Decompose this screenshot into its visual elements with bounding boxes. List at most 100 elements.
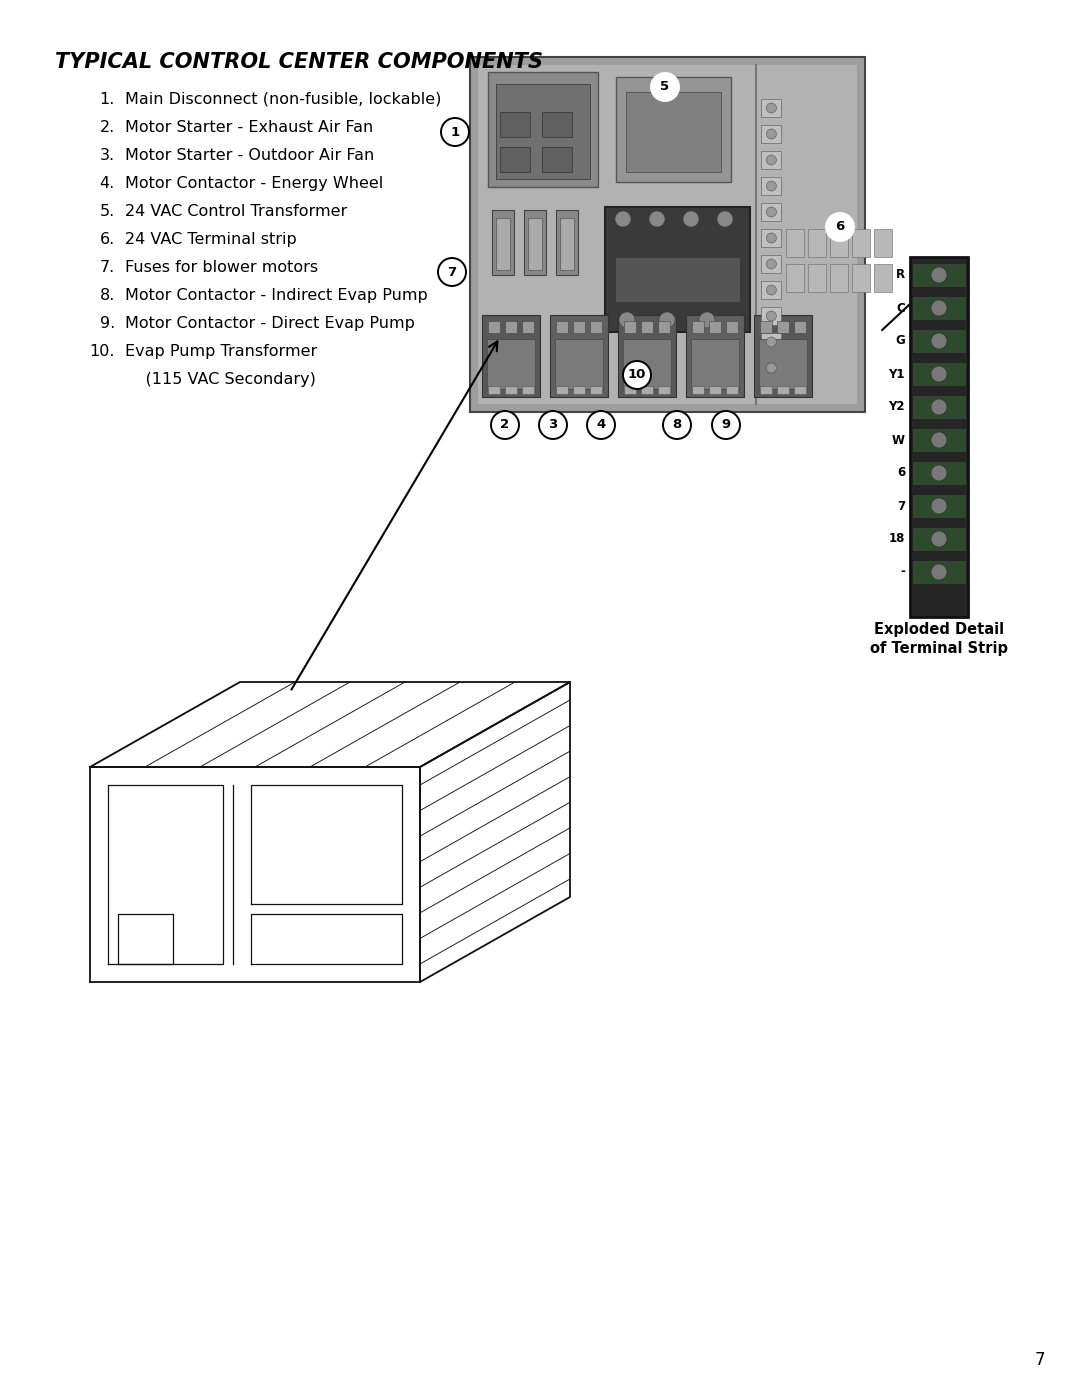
FancyBboxPatch shape [808, 229, 826, 257]
FancyBboxPatch shape [500, 147, 530, 172]
Text: 18: 18 [889, 532, 905, 545]
FancyBboxPatch shape [505, 386, 517, 394]
FancyBboxPatch shape [692, 321, 704, 332]
Circle shape [931, 300, 947, 316]
Circle shape [931, 531, 947, 548]
FancyBboxPatch shape [615, 257, 740, 302]
FancyBboxPatch shape [761, 256, 781, 272]
FancyBboxPatch shape [624, 321, 636, 332]
FancyBboxPatch shape [524, 210, 546, 275]
Text: (115 VAC Secondary): (115 VAC Secondary) [125, 372, 315, 387]
Circle shape [931, 267, 947, 284]
Text: 8.: 8. [99, 288, 114, 303]
Circle shape [931, 332, 947, 349]
Circle shape [539, 411, 567, 439]
Circle shape [767, 129, 777, 138]
FancyBboxPatch shape [542, 112, 572, 137]
Circle shape [717, 211, 733, 226]
FancyBboxPatch shape [761, 151, 781, 169]
Text: 7.: 7. [99, 260, 114, 275]
FancyBboxPatch shape [528, 218, 542, 270]
FancyBboxPatch shape [478, 66, 858, 404]
FancyBboxPatch shape [642, 386, 653, 394]
FancyBboxPatch shape [761, 124, 781, 142]
FancyBboxPatch shape [913, 462, 966, 483]
Text: G: G [895, 334, 905, 348]
Text: Y1: Y1 [889, 367, 905, 380]
FancyBboxPatch shape [777, 321, 789, 332]
FancyBboxPatch shape [913, 429, 966, 451]
Text: 8: 8 [673, 419, 681, 432]
Circle shape [699, 312, 715, 328]
Text: 3: 3 [549, 419, 557, 432]
Circle shape [767, 103, 777, 113]
FancyBboxPatch shape [605, 207, 750, 332]
FancyBboxPatch shape [760, 386, 772, 394]
FancyBboxPatch shape [658, 386, 670, 394]
Circle shape [931, 366, 947, 381]
Text: 7: 7 [896, 500, 905, 513]
FancyBboxPatch shape [761, 281, 781, 299]
FancyBboxPatch shape [852, 264, 870, 292]
FancyBboxPatch shape [623, 339, 671, 388]
Circle shape [623, 360, 651, 388]
Circle shape [767, 285, 777, 295]
Text: 6: 6 [835, 221, 845, 233]
Text: 2: 2 [500, 419, 510, 432]
FancyBboxPatch shape [777, 386, 789, 394]
FancyBboxPatch shape [786, 229, 805, 257]
FancyBboxPatch shape [761, 177, 781, 196]
FancyBboxPatch shape [913, 528, 966, 550]
FancyBboxPatch shape [556, 386, 568, 394]
FancyBboxPatch shape [913, 298, 966, 319]
FancyBboxPatch shape [624, 386, 636, 394]
Text: 5: 5 [661, 81, 670, 94]
FancyBboxPatch shape [913, 395, 966, 418]
Circle shape [588, 411, 615, 439]
Circle shape [931, 564, 947, 580]
FancyBboxPatch shape [913, 363, 966, 386]
FancyBboxPatch shape [492, 210, 514, 275]
Text: C: C [896, 302, 905, 314]
FancyBboxPatch shape [590, 386, 602, 394]
FancyBboxPatch shape [708, 386, 721, 394]
Text: Motor Contactor - Direct Evap Pump: Motor Contactor - Direct Evap Pump [125, 316, 415, 331]
FancyBboxPatch shape [542, 147, 572, 172]
FancyBboxPatch shape [913, 562, 966, 583]
Text: 4.: 4. [99, 176, 114, 191]
Text: Main Disconnect (non-fusible, lockable): Main Disconnect (non-fusible, lockable) [125, 92, 442, 108]
FancyBboxPatch shape [522, 386, 534, 394]
Circle shape [767, 258, 777, 270]
FancyBboxPatch shape [759, 339, 807, 388]
FancyBboxPatch shape [726, 386, 738, 394]
Circle shape [931, 465, 947, 481]
FancyBboxPatch shape [761, 332, 781, 351]
FancyBboxPatch shape [754, 314, 812, 397]
Circle shape [767, 363, 777, 373]
FancyBboxPatch shape [573, 386, 585, 394]
Circle shape [931, 400, 947, 415]
Text: Motor Starter - Outdoor Air Fan: Motor Starter - Outdoor Air Fan [125, 148, 375, 163]
Text: 9.: 9. [99, 316, 114, 331]
Text: 4: 4 [596, 419, 606, 432]
FancyBboxPatch shape [470, 57, 865, 412]
Circle shape [767, 233, 777, 243]
Text: 1: 1 [450, 126, 460, 138]
FancyBboxPatch shape [556, 321, 568, 332]
Circle shape [931, 432, 947, 448]
FancyBboxPatch shape [913, 330, 966, 352]
Text: Evap Pump Transformer: Evap Pump Transformer [125, 344, 318, 359]
FancyBboxPatch shape [496, 218, 510, 270]
Text: 24 VAC Terminal strip: 24 VAC Terminal strip [125, 232, 297, 247]
Text: 3.: 3. [99, 148, 114, 163]
FancyBboxPatch shape [556, 210, 578, 275]
FancyBboxPatch shape [761, 203, 781, 221]
Text: Motor Starter - Exhaust Air Fan: Motor Starter - Exhaust Air Fan [125, 120, 374, 136]
FancyBboxPatch shape [910, 257, 968, 617]
Text: Exploded Detail
of Terminal Strip: Exploded Detail of Terminal Strip [870, 622, 1008, 655]
Text: 24 VAC Control Transformer: 24 VAC Control Transformer [125, 204, 348, 219]
Circle shape [441, 117, 469, 147]
Text: Motor Contactor - Indirect Evap Pump: Motor Contactor - Indirect Evap Pump [125, 288, 428, 303]
Text: 7: 7 [447, 265, 457, 278]
FancyBboxPatch shape [488, 73, 598, 187]
